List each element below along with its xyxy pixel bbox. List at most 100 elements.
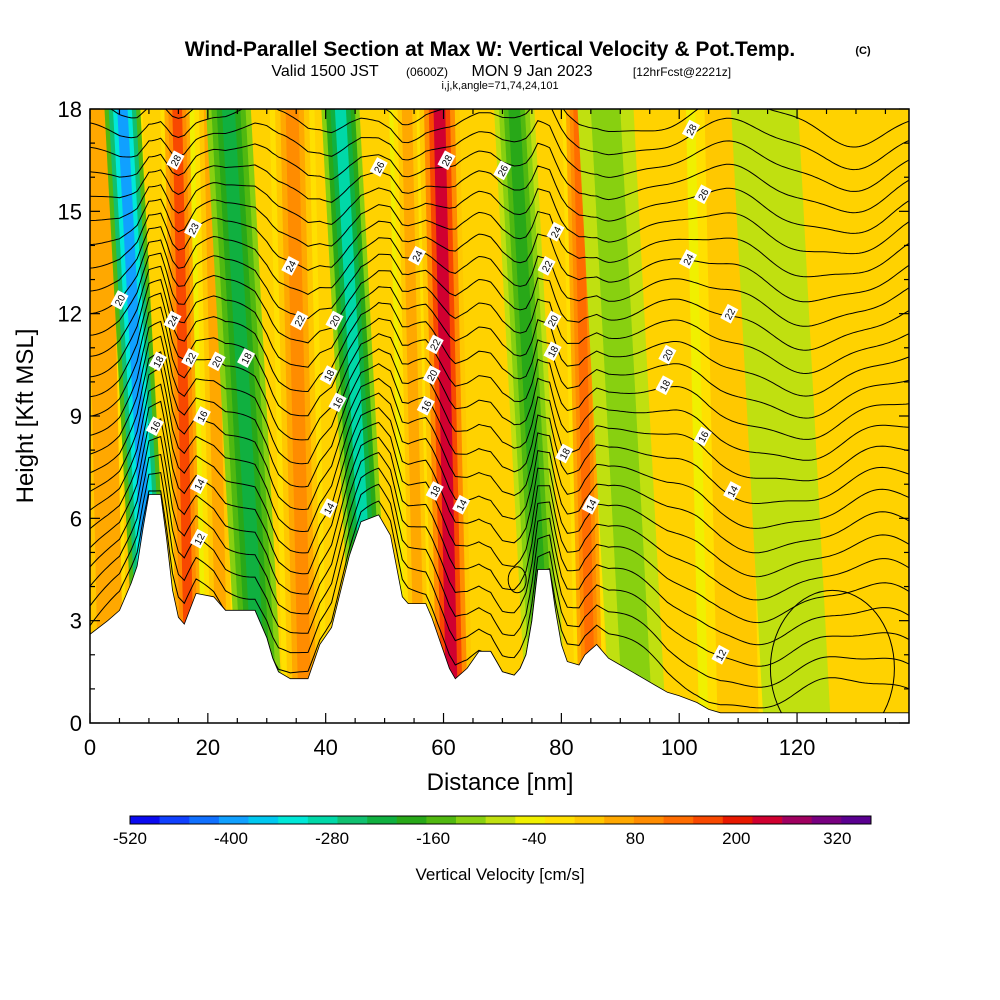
theta-contour-line xyxy=(90,119,909,192)
theta-contour-label: 22 xyxy=(537,256,556,276)
theta-contour-label: 16 xyxy=(192,406,211,426)
terrain-mask xyxy=(90,494,909,723)
theta-contour-label: 24 xyxy=(407,245,427,266)
theta-contour-line xyxy=(90,335,909,504)
theta-contour-line xyxy=(90,164,909,234)
theta-contour-label-text: 20 xyxy=(661,347,676,362)
plot-area: 28 23 20 24 18 22 16 16 14 12 20 18 24 22 20 18 16 14 26 24… xyxy=(90,109,909,723)
theta-contours xyxy=(90,109,909,723)
colorbar-swatch xyxy=(307,816,338,824)
section-params: i,j,k,angle=71,74,24,101 xyxy=(441,80,558,92)
theta-contour-line xyxy=(90,226,909,327)
valid-time-local: Valid 1500 JST xyxy=(271,63,379,80)
colorbar-swatch xyxy=(841,816,872,824)
colorbar-swatch xyxy=(426,816,457,824)
theta-contour-line xyxy=(109,109,909,148)
theta-contour-label-text: 14 xyxy=(193,477,208,492)
velocity-band xyxy=(401,109,426,723)
theta-contour-label-text: 18 xyxy=(546,344,561,359)
velocity-band xyxy=(221,109,268,723)
x-tick-label: 60 xyxy=(431,735,455,760)
theta-contour-label: 22 xyxy=(425,334,444,355)
x-tick-label: 120 xyxy=(779,735,816,760)
forecast-info: [12hrFcst@2221z] xyxy=(633,65,731,79)
colorbar-tick-label: 320 xyxy=(823,829,851,848)
colorbar-tick-label: 80 xyxy=(626,829,645,848)
theta-contour-line xyxy=(90,212,909,303)
theta-contour-line xyxy=(90,453,909,667)
theta-contour-label-text: 26 xyxy=(496,163,511,178)
theta-contour-label: 18 xyxy=(237,348,256,368)
theta-contour-label-text: 18 xyxy=(152,354,167,369)
theta-contour-label-text: 22 xyxy=(184,351,199,366)
theta-contour-label: 16 xyxy=(416,395,435,416)
colorbar-swatch xyxy=(485,816,516,824)
theta-contour-line xyxy=(90,252,909,375)
theta-contour-label-text: 28 xyxy=(169,153,184,168)
theta-contour-label-text: 18 xyxy=(429,484,444,499)
y-tick-label: 15 xyxy=(58,199,82,224)
theta-contour-label: 14 xyxy=(723,481,742,501)
theta-contour-line xyxy=(90,400,909,601)
velocity-band xyxy=(433,109,459,723)
theta-contour-line xyxy=(90,278,909,419)
theta-contour-label: 16 xyxy=(328,392,347,413)
theta-contour-line xyxy=(90,306,909,461)
theta-contour-label-text: 26 xyxy=(373,160,388,175)
theta-contour-label-text: 20 xyxy=(328,313,343,328)
chart-title: Wind-Parallel Section at Max W: Vertical… xyxy=(185,38,796,61)
theta-contour-label: 24 xyxy=(678,249,698,269)
colorbar-frame xyxy=(129,815,872,825)
theta-contour-label-text: 14 xyxy=(585,498,600,513)
colorbar-swatch xyxy=(278,816,309,824)
theta-contour-line xyxy=(507,566,527,594)
theta-contour-label: 12 xyxy=(711,644,730,665)
x-tick-label: 0 xyxy=(84,735,96,760)
theta-contour-label-text: 12 xyxy=(193,532,208,547)
theta-contour-label: 20 xyxy=(422,365,441,385)
theta-contour-label: 28 xyxy=(166,150,185,171)
colorbar-swatch xyxy=(396,816,427,824)
colorbar-swatch xyxy=(544,816,575,824)
theta-contour-label: 26 xyxy=(493,160,512,181)
theta-contour-line xyxy=(90,109,909,171)
theta-contour-label-text: 16 xyxy=(420,399,435,414)
x-axis-label: Distance [nm] xyxy=(427,769,574,796)
theta-contour-line xyxy=(90,435,909,646)
theta-contour-label: 20 xyxy=(207,351,226,372)
theta-contour-label: 20 xyxy=(110,290,129,310)
theta-contour-label-text: 28 xyxy=(685,122,700,137)
velocity-band xyxy=(713,109,750,723)
theta-contour-label: 20 xyxy=(543,310,562,331)
theta-contour-label: 28 xyxy=(437,150,456,171)
theta-contour-line xyxy=(90,351,909,529)
theta-contour-label: 20 xyxy=(325,310,344,331)
y-tick-label: 0 xyxy=(70,711,82,736)
theta-contour-label-text: 14 xyxy=(455,498,470,513)
theta-contour-label: 14 xyxy=(581,494,600,515)
y-tick-label: 3 xyxy=(70,609,82,634)
theta-contour-label: 28 xyxy=(681,119,701,140)
colorbar-tick-label: -400 xyxy=(214,829,248,848)
colorbar-swatch xyxy=(367,816,398,824)
theta-contour-line xyxy=(90,472,909,688)
theta-contour-label-text: 22 xyxy=(723,307,738,322)
theta-contour-label: 20 xyxy=(658,344,677,365)
theta-contour-label-text: 18 xyxy=(240,351,255,366)
theta-contour-line xyxy=(90,198,909,278)
theta-contour-label-text: 20 xyxy=(546,313,561,328)
theta-contour-label: 22 xyxy=(290,310,309,331)
colorbar-tick-label: -160 xyxy=(416,829,450,848)
theta-contour-line xyxy=(90,265,909,397)
chart-header: Wind-Parallel Section at Max W: Vertical… xyxy=(185,38,871,92)
theta-contour-line xyxy=(90,383,909,578)
colorbar-swatch xyxy=(130,816,160,824)
theta-contour-label: 23 xyxy=(184,218,203,239)
theta-contour-label-text: 20 xyxy=(113,293,128,308)
theta-contour-label: 24 xyxy=(546,221,565,242)
theta-contour-label-text: 22 xyxy=(293,313,308,328)
theta-contour-line xyxy=(90,320,909,482)
colorbar-swatch xyxy=(782,816,813,824)
valid-date: MON 9 Jan 2023 xyxy=(472,63,593,80)
theta-contour-label: 14 xyxy=(452,494,471,515)
